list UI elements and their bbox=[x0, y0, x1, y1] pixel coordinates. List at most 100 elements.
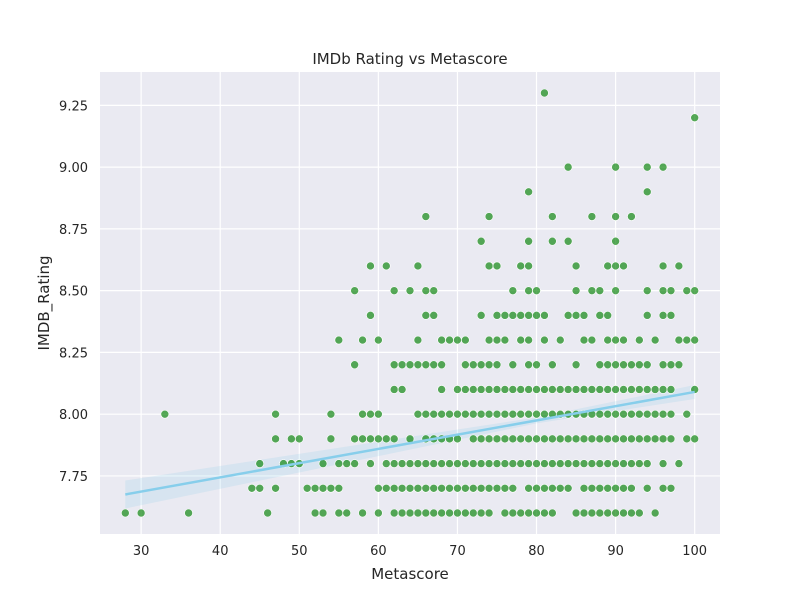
data-point bbox=[595, 508, 605, 518]
data-point bbox=[476, 508, 486, 518]
data-point bbox=[508, 508, 518, 518]
data-point bbox=[302, 483, 312, 493]
data-point bbox=[611, 162, 620, 172]
data-point bbox=[540, 409, 549, 419]
data-point bbox=[524, 236, 533, 246]
data-point bbox=[445, 409, 454, 419]
y-tick-label: 9.25 bbox=[59, 99, 88, 114]
x-tick-label: 60 bbox=[370, 544, 387, 559]
data-point bbox=[374, 434, 383, 444]
data-point bbox=[532, 311, 541, 320]
data-point bbox=[437, 360, 446, 370]
data-point bbox=[468, 409, 478, 419]
data-point bbox=[563, 385, 573, 394]
data-point bbox=[492, 409, 502, 419]
data-point bbox=[603, 335, 613, 345]
data-point bbox=[334, 508, 344, 518]
data-point bbox=[484, 212, 494, 221]
data-point bbox=[627, 212, 636, 221]
data-point bbox=[397, 508, 407, 518]
data-point bbox=[587, 434, 597, 444]
data-point bbox=[524, 483, 533, 493]
data-point bbox=[310, 483, 320, 493]
data-point bbox=[611, 459, 620, 468]
data-point bbox=[445, 483, 454, 493]
data-point bbox=[563, 434, 573, 444]
data-point bbox=[627, 508, 636, 518]
data-point bbox=[389, 286, 399, 295]
data-point bbox=[468, 508, 478, 518]
data-point bbox=[650, 508, 660, 518]
x-tick-label: 50 bbox=[291, 544, 308, 559]
data-point bbox=[508, 385, 518, 394]
data-point bbox=[595, 434, 605, 444]
data-point bbox=[611, 508, 620, 518]
data-point bbox=[500, 434, 510, 444]
data-point bbox=[666, 483, 676, 493]
data-point bbox=[532, 483, 541, 493]
data-point bbox=[587, 335, 597, 345]
data-point bbox=[642, 162, 652, 172]
data-point bbox=[579, 508, 589, 518]
data-point bbox=[682, 335, 692, 345]
data-point bbox=[437, 483, 446, 493]
data-point bbox=[405, 286, 415, 295]
data-point bbox=[532, 459, 541, 468]
data-point bbox=[619, 409, 628, 419]
data-point bbox=[413, 335, 423, 345]
data-point bbox=[579, 335, 589, 345]
data-point bbox=[484, 409, 494, 419]
data-point bbox=[476, 434, 486, 444]
data-point bbox=[563, 236, 573, 246]
data-point bbox=[389, 385, 399, 394]
data-point bbox=[666, 434, 676, 444]
data-point bbox=[682, 286, 692, 295]
data-point bbox=[334, 459, 344, 468]
data-point bbox=[342, 508, 352, 518]
data-point bbox=[563, 162, 573, 172]
data-point bbox=[484, 459, 494, 468]
data-point bbox=[389, 360, 399, 370]
data-point bbox=[500, 508, 510, 518]
data-point bbox=[500, 409, 510, 419]
data-point bbox=[453, 409, 462, 419]
data-point bbox=[595, 385, 605, 394]
data-point bbox=[381, 459, 391, 468]
data-point bbox=[350, 360, 359, 370]
data-point bbox=[508, 360, 518, 370]
data-point bbox=[366, 261, 375, 271]
data-point bbox=[468, 360, 478, 370]
data-point bbox=[453, 459, 462, 468]
data-point bbox=[555, 483, 565, 493]
data-point bbox=[350, 286, 359, 295]
data-point bbox=[674, 360, 684, 370]
x-tick-label: 40 bbox=[212, 544, 229, 559]
data-point bbox=[603, 261, 613, 271]
data-point bbox=[461, 459, 470, 468]
data-point bbox=[540, 385, 549, 394]
data-point bbox=[540, 483, 549, 493]
data-point bbox=[508, 434, 518, 444]
data-point bbox=[421, 459, 431, 468]
data-point bbox=[326, 434, 336, 444]
data-point bbox=[429, 311, 439, 320]
data-point bbox=[611, 236, 620, 246]
data-point bbox=[635, 434, 644, 444]
data-point bbox=[381, 483, 391, 493]
data-point bbox=[524, 311, 533, 320]
data-point bbox=[532, 434, 541, 444]
data-point bbox=[445, 335, 454, 345]
data-point bbox=[587, 508, 597, 518]
data-point bbox=[642, 187, 652, 197]
data-point bbox=[516, 459, 526, 468]
data-point bbox=[555, 459, 565, 468]
data-point bbox=[461, 409, 470, 419]
data-point bbox=[484, 385, 494, 394]
data-point bbox=[658, 459, 668, 468]
data-point bbox=[461, 335, 470, 345]
data-point bbox=[571, 385, 581, 394]
data-point bbox=[524, 335, 533, 345]
data-point bbox=[548, 212, 557, 221]
x-tick-label: 90 bbox=[607, 544, 624, 559]
data-point bbox=[318, 483, 328, 493]
